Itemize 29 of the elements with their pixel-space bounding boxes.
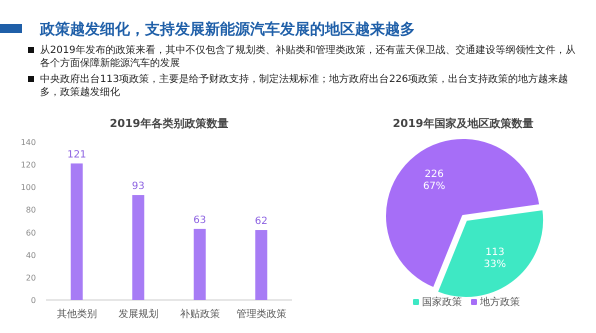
data-label: 121 xyxy=(67,149,86,160)
y-tick-label: 120 xyxy=(20,160,36,170)
data-label: 226 67% xyxy=(423,169,446,192)
chart-title: 2019年国家及地区政策数量 xyxy=(392,117,534,130)
y-tick-label: 0 xyxy=(30,296,36,305)
x-tick-label: 管理类政策 xyxy=(236,308,286,320)
text: 政策越发细化，支持发展新能源汽车发展的地区越来越多 xyxy=(40,19,416,40)
data-label: 93 xyxy=(132,181,145,192)
data-label: 113 33% xyxy=(484,246,506,270)
chart-title: 2019年各类别政策数量 xyxy=(110,117,228,130)
text: 从2019年发布的政策来看，其中不仅包含了规划类、补贴类和管理类政策，还有蓝天保卫战、交通建设等纲领性文件，从各个方面保障新能源汽车的发展 xyxy=(40,45,576,69)
bar xyxy=(194,228,206,300)
bar xyxy=(255,230,268,300)
data-label: 62 xyxy=(254,216,268,228)
data-label: 63 xyxy=(193,214,206,226)
x-tick-label: 发展规划 xyxy=(118,308,158,320)
y-tick-label: 80 xyxy=(26,206,36,215)
y-tick-label: 40 xyxy=(26,250,36,260)
y-tick-label: 20 xyxy=(26,273,36,282)
y-tick-label: 100 xyxy=(20,183,36,192)
x-tick-label: 其他类别 xyxy=(56,308,97,320)
legend-label: 地方政策 xyxy=(479,296,520,308)
bar xyxy=(132,195,144,300)
text: 中央政府出台113项政策，主要是给予财政支持，制定法规标准；地方政府出台226项政策，出台支持政策的地方越来越多，政策越发细化 xyxy=(40,74,568,98)
legend-label: 国家政策 xyxy=(422,296,462,308)
x-tick-label: 补贴政策 xyxy=(180,308,220,320)
y-tick-label: 60 xyxy=(26,228,36,238)
y-tick-label: 140 xyxy=(20,138,36,147)
bar xyxy=(70,163,83,300)
